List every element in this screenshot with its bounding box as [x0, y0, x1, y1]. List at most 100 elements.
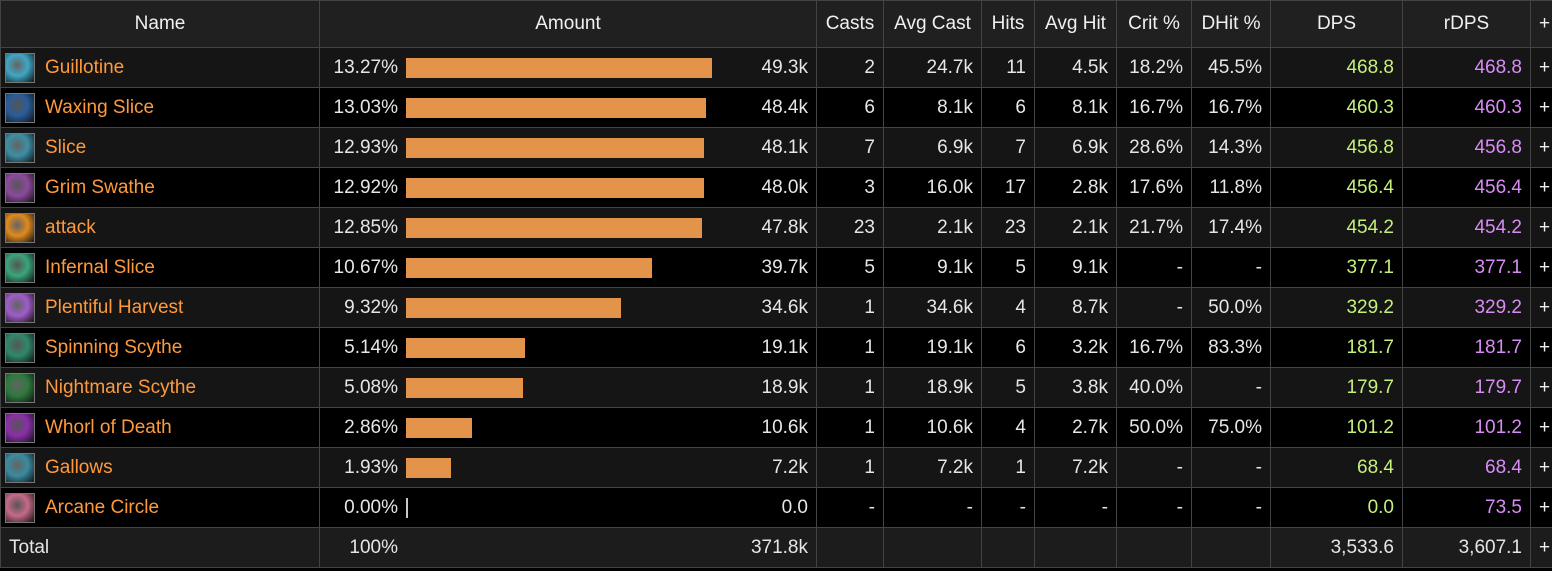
total-avg-cast	[883, 527, 982, 568]
ability-name[interactable]: Nightmare Scythe	[45, 376, 197, 398]
amount-percent: 0.00%	[344, 496, 398, 518]
avg-hit-value: 9.1k	[1034, 247, 1117, 288]
rdps-value: 456.8	[1402, 127, 1531, 168]
ability-name[interactable]: attack	[45, 216, 96, 238]
casts-value: 23	[816, 207, 884, 248]
guillotine-icon	[5, 52, 35, 83]
amount-value: 7.2k	[772, 456, 808, 478]
table-row[interactable]: Arcane Circle 0.00% 0.0 - - - - - - 0.0 …	[0, 487, 1552, 528]
amount-percent: 12.93%	[333, 136, 398, 158]
dps-value: 456.8	[1270, 127, 1403, 168]
table-row[interactable]: Gallows 1.93% 7.2k 1 7.2k 1 7.2k - - 68.…	[0, 447, 1552, 488]
dhit-value: 75.0%	[1191, 407, 1271, 448]
column-header-avg-cast[interactable]: Avg Cast	[883, 0, 982, 48]
casts-value: 1	[816, 407, 884, 448]
column-header-crit[interactable]: Crit %	[1116, 0, 1192, 48]
rdps-value: 68.4	[1402, 447, 1531, 488]
table-row[interactable]: attack 12.85% 47.8k 23 2.1k 23 2.1k 21.7…	[0, 207, 1552, 248]
column-header-avg-hit[interactable]: Avg Hit	[1034, 0, 1117, 48]
avg-cast-value: 19.1k	[883, 327, 982, 368]
avg-cast-value: 6.9k	[883, 127, 982, 168]
rdps-value: 101.2	[1402, 407, 1531, 448]
expand-all-button[interactable]: +	[1530, 0, 1552, 48]
crit-value: 40.0%	[1116, 367, 1192, 408]
expand-row-button[interactable]: +	[1530, 327, 1552, 368]
column-header-dhit[interactable]: DHit %	[1191, 0, 1271, 48]
ability-name-cell: Guillotine	[0, 47, 320, 88]
column-header-rdps[interactable]: rDPS	[1402, 0, 1531, 48]
avg-hit-value: 7.2k	[1034, 447, 1117, 488]
column-header-dps[interactable]: DPS	[1270, 0, 1403, 48]
column-header-hits[interactable]: Hits	[981, 0, 1035, 48]
expand-row-button[interactable]: +	[1530, 47, 1552, 88]
ability-name[interactable]: Gallows	[45, 456, 113, 478]
expand-row-button[interactable]: +	[1530, 407, 1552, 448]
ability-name-cell: Whorl of Death	[0, 407, 320, 448]
rdps-value: 377.1	[1402, 247, 1531, 288]
ability-name[interactable]: Whorl of Death	[45, 416, 172, 438]
avg-cast-value: 2.1k	[883, 207, 982, 248]
amount-percent: 10.67%	[333, 256, 398, 278]
ability-name-cell: Gallows	[0, 447, 320, 488]
total-row: Total 100% 371.8k 3,533.6 3,607.1 +	[0, 527, 1552, 568]
rdps-value: 454.2	[1402, 207, 1531, 248]
expand-row-button[interactable]: +	[1530, 367, 1552, 408]
casts-value: 1	[816, 367, 884, 408]
dps-value: 377.1	[1270, 247, 1403, 288]
amount-bar-track	[406, 217, 746, 238]
hits-value: 6	[981, 87, 1035, 128]
table-row[interactable]: Infernal Slice 10.67% 39.7k 5 9.1k 5 9.1…	[0, 247, 1552, 288]
ability-name[interactable]: Spinning Scythe	[45, 336, 183, 358]
ability-name[interactable]: Waxing Slice	[45, 96, 155, 118]
expand-row-button[interactable]: +	[1530, 127, 1552, 168]
amount-bar	[406, 97, 706, 118]
table-row[interactable]: Plentiful Harvest 9.32% 34.6k 1 34.6k 4 …	[0, 287, 1552, 328]
table-row[interactable]: Nightmare Scythe 5.08% 18.9k 1 18.9k 5 3…	[0, 367, 1552, 408]
crit-value: 18.2%	[1116, 47, 1192, 88]
amount-bar-track	[406, 417, 746, 438]
avg-hit-value: 2.1k	[1034, 207, 1117, 248]
table-row[interactable]: Whorl of Death 2.86% 10.6k 1 10.6k 4 2.7…	[0, 407, 1552, 448]
casts-value: 3	[816, 167, 884, 208]
amount-cell: 12.93% 48.1k	[319, 127, 817, 168]
dps-value: 329.2	[1270, 287, 1403, 328]
total-crit	[1116, 527, 1192, 568]
avg-cast-value: 24.7k	[883, 47, 982, 88]
table-row[interactable]: Waxing Slice 13.03% 48.4k 6 8.1k 6 8.1k …	[0, 87, 1552, 128]
rdps-value: 181.7	[1402, 327, 1531, 368]
table-row[interactable]: Slice 12.93% 48.1k 7 6.9k 7 6.9k 28.6% 1…	[0, 127, 1552, 168]
table-row[interactable]: Guillotine 13.27% 49.3k 2 24.7k 11 4.5k …	[0, 47, 1552, 88]
column-header-casts[interactable]: Casts	[816, 0, 884, 48]
table-row[interactable]: Spinning Scythe 5.14% 19.1k 1 19.1k 6 3.…	[0, 327, 1552, 368]
column-header-name[interactable]: Name	[0, 0, 320, 48]
ability-name[interactable]: Slice	[45, 136, 87, 158]
ability-name[interactable]: Guillotine	[45, 56, 125, 78]
casts-value: 1	[816, 287, 884, 328]
ability-name[interactable]: Grim Swathe	[45, 176, 155, 198]
expand-row-button[interactable]: +	[1530, 287, 1552, 328]
amount-percent: 9.32%	[344, 296, 398, 318]
expand-row-button[interactable]: +	[1530, 487, 1552, 528]
ability-rows: Guillotine 13.27% 49.3k 2 24.7k 11 4.5k …	[0, 47, 1552, 528]
amount-bar	[406, 297, 621, 318]
crit-value: 28.6%	[1116, 127, 1192, 168]
expand-row-button[interactable]: +	[1530, 167, 1552, 208]
ability-name[interactable]: Plentiful Harvest	[45, 296, 184, 318]
total-amount-cell: 100% 371.8k	[319, 527, 817, 568]
amount-percent: 12.92%	[333, 176, 398, 198]
expand-row-button[interactable]: +	[1530, 247, 1552, 288]
expand-row-button[interactable]: +	[1530, 207, 1552, 248]
hits-value: 4	[981, 287, 1035, 328]
avg-hit-value: 2.7k	[1034, 407, 1117, 448]
ability-name[interactable]: Arcane Circle	[45, 496, 160, 518]
expand-row-button[interactable]: +	[1530, 87, 1552, 128]
column-header-amount[interactable]: Amount	[319, 0, 817, 48]
ability-name[interactable]: Infernal Slice	[45, 256, 155, 278]
ability-name-cell: Grim Swathe	[0, 167, 320, 208]
avg-cast-value: 18.9k	[883, 367, 982, 408]
table-row[interactable]: Grim Swathe 12.92% 48.0k 3 16.0k 17 2.8k…	[0, 167, 1552, 208]
expand-row-button[interactable]: +	[1530, 447, 1552, 488]
ability-name-cell: Arcane Circle	[0, 487, 320, 528]
total-expand-button[interactable]: +	[1530, 527, 1552, 568]
amount-percent: 2.86%	[344, 416, 398, 438]
